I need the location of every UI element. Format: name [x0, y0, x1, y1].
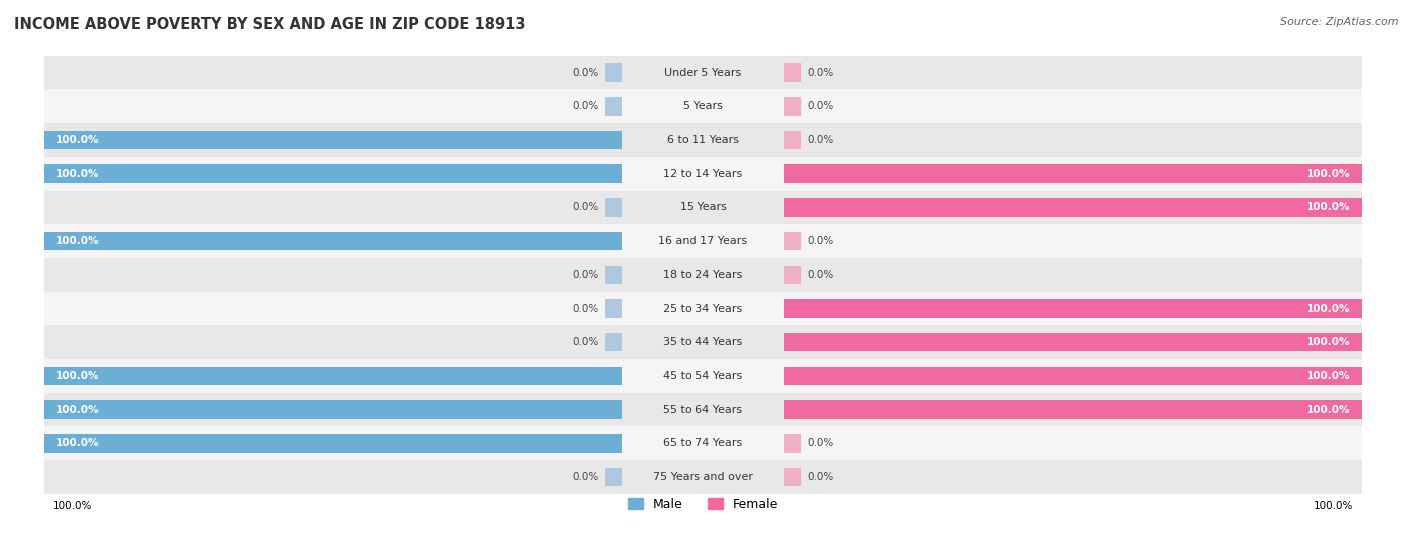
Bar [785, 400, 1362, 419]
Bar [785, 434, 801, 453]
Text: 0.0%: 0.0% [572, 304, 599, 314]
Text: 100.0%: 100.0% [1308, 405, 1351, 415]
Text: INCOME ABOVE POVERTY BY SEX AND AGE IN ZIP CODE 18913: INCOME ABOVE POVERTY BY SEX AND AGE IN Z… [14, 17, 526, 32]
Bar [785, 468, 801, 487]
Bar [785, 232, 801, 251]
Bar [785, 198, 1362, 217]
Text: 25 to 34 Years: 25 to 34 Years [664, 304, 742, 314]
Text: 100.0%: 100.0% [1308, 169, 1351, 179]
Text: 0.0%: 0.0% [572, 203, 599, 213]
Text: 0.0%: 0.0% [807, 236, 834, 246]
Text: 100.0%: 100.0% [55, 439, 98, 448]
Bar [605, 97, 621, 116]
Text: 0.0%: 0.0% [807, 270, 834, 280]
Text: 45 to 54 Years: 45 to 54 Years [664, 371, 742, 381]
Bar [44, 191, 1362, 224]
Bar [605, 299, 621, 318]
Bar [785, 63, 801, 82]
Text: 75 Years and over: 75 Years and over [652, 472, 754, 482]
Bar [44, 367, 621, 385]
Text: 100.0%: 100.0% [1308, 337, 1351, 347]
Bar [785, 97, 801, 116]
Text: 35 to 44 Years: 35 to 44 Years [664, 337, 742, 347]
Text: 100.0%: 100.0% [55, 371, 98, 381]
Bar [785, 131, 801, 150]
Text: 100.0%: 100.0% [55, 405, 98, 415]
Bar [785, 266, 801, 284]
Text: 100.0%: 100.0% [55, 169, 98, 179]
Bar [785, 165, 1362, 183]
Bar [605, 266, 621, 284]
Text: 0.0%: 0.0% [572, 68, 599, 78]
Text: 100.0%: 100.0% [1308, 304, 1351, 314]
Bar [44, 400, 621, 419]
Text: 100.0%: 100.0% [55, 236, 98, 246]
Text: 5 Years: 5 Years [683, 102, 723, 111]
Bar [44, 325, 1362, 359]
Text: 12 to 14 Years: 12 to 14 Years [664, 169, 742, 179]
Text: 55 to 64 Years: 55 to 64 Years [664, 405, 742, 415]
Text: 18 to 24 Years: 18 to 24 Years [664, 270, 742, 280]
Bar [44, 460, 1362, 494]
Text: 16 and 17 Years: 16 and 17 Years [658, 236, 748, 246]
Bar [44, 89, 1362, 123]
Bar [44, 224, 1362, 258]
Text: 100.0%: 100.0% [1308, 371, 1351, 381]
Bar [44, 434, 621, 453]
Text: Source: ZipAtlas.com: Source: ZipAtlas.com [1281, 17, 1399, 27]
Bar [44, 258, 1362, 292]
Text: 0.0%: 0.0% [572, 337, 599, 347]
Bar [44, 359, 1362, 393]
Bar [605, 198, 621, 217]
Bar [605, 333, 621, 352]
Text: 0.0%: 0.0% [572, 270, 599, 280]
Bar [605, 63, 621, 82]
Text: 0.0%: 0.0% [807, 439, 834, 448]
Bar [785, 299, 1362, 318]
Bar [44, 131, 621, 150]
Text: 0.0%: 0.0% [572, 102, 599, 111]
Text: 15 Years: 15 Years [679, 203, 727, 213]
Bar [785, 367, 1362, 385]
Text: 0.0%: 0.0% [572, 472, 599, 482]
Bar [785, 333, 1362, 352]
Text: 0.0%: 0.0% [807, 102, 834, 111]
Bar [605, 468, 621, 487]
Text: 6 to 11 Years: 6 to 11 Years [666, 135, 740, 145]
Bar [44, 56, 1362, 89]
Bar [44, 232, 621, 251]
Bar [44, 292, 1362, 325]
Bar [44, 426, 1362, 460]
Bar [44, 123, 1362, 157]
Bar [44, 165, 621, 183]
Legend: Male, Female: Male, Female [623, 493, 783, 516]
Bar [44, 393, 1362, 426]
Text: 65 to 74 Years: 65 to 74 Years [664, 439, 742, 448]
Bar [44, 157, 1362, 191]
Text: 0.0%: 0.0% [807, 135, 834, 145]
Text: Under 5 Years: Under 5 Years [665, 68, 741, 78]
Text: 100.0%: 100.0% [1308, 203, 1351, 213]
Text: 0.0%: 0.0% [807, 68, 834, 78]
Text: 100.0%: 100.0% [55, 135, 98, 145]
Text: 0.0%: 0.0% [807, 472, 834, 482]
